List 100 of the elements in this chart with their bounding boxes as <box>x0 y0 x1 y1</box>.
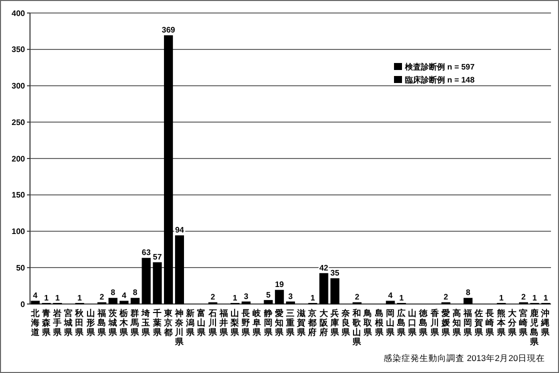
x-tick-label: 香川県 <box>429 308 440 337</box>
x-tick-label: 奈良県 <box>340 308 352 337</box>
data-label: 1 <box>77 293 82 302</box>
y-tick-label: 350 <box>12 45 26 54</box>
data-label: 8 <box>110 288 116 298</box>
x-tick-label: 鹿児島県 <box>529 308 540 346</box>
x-tick-label: 岐阜県 <box>252 308 263 337</box>
x-tick-label: 大阪府 <box>318 308 330 337</box>
data-label: 369 <box>162 26 176 35</box>
bar <box>142 258 151 304</box>
x-tick-label: 鳥取県 <box>362 308 374 337</box>
data-label: 1 <box>544 293 548 302</box>
x-tick-label: 秋田県 <box>74 308 86 337</box>
x-tick-label: 石川県 <box>207 308 218 337</box>
y-tick-label: 150 <box>12 190 26 200</box>
x-tick-label: 島根県 <box>374 308 385 337</box>
bar <box>464 298 473 304</box>
x-tick-label: 熊本県 <box>496 308 507 337</box>
data-label: 2 <box>444 292 449 302</box>
y-tick-label: 100 <box>12 227 26 236</box>
x-tick-label: 静岡県 <box>262 308 274 337</box>
x-tick-label: 神奈川県 <box>174 308 186 346</box>
bar <box>264 300 273 304</box>
bar <box>120 300 129 304</box>
data-label: 63 <box>142 248 152 258</box>
x-tick-label: 岩手県 <box>52 308 63 337</box>
data-label: 1 <box>44 293 50 302</box>
bar <box>175 235 184 304</box>
bar <box>286 302 295 304</box>
data-label: 2 <box>100 292 105 302</box>
x-tick-label: 長崎県 <box>484 308 496 337</box>
data-label: 3 <box>288 292 294 301</box>
data-label: 1 <box>232 293 238 302</box>
x-tick-label: 山梨県 <box>230 308 241 337</box>
annotation: 検査診断例 n = 597 <box>404 62 476 72</box>
data-label: 5 <box>266 290 272 300</box>
x-tick-label: 茨城県 <box>107 308 118 337</box>
bar <box>319 273 328 304</box>
bar <box>130 298 140 304</box>
data-label: 4 <box>388 291 394 300</box>
data-label: 1 <box>499 293 504 302</box>
x-tick-label: 埼玉県 <box>140 308 152 337</box>
annotation: 臨床診断例 n = 148 <box>405 74 476 84</box>
x-tick-label: 徳島県 <box>418 308 430 337</box>
bar <box>164 35 173 304</box>
bar <box>242 302 251 304</box>
x-tick-label: 長野県 <box>240 308 252 337</box>
y-tick-label: 250 <box>12 118 26 127</box>
data-label: 8 <box>132 288 138 298</box>
data-label: 1 <box>310 293 316 302</box>
data-label: 1 <box>399 293 404 302</box>
x-tick-label: 兵庫県 <box>329 308 340 337</box>
bar <box>330 278 340 304</box>
data-label: 3 <box>244 292 249 301</box>
data-label: 2 <box>210 292 216 302</box>
x-tick-label: 青森県 <box>40 308 52 337</box>
x-tick-label: 大分県 <box>506 308 518 337</box>
x-tick-label: 和歌山県 <box>352 308 363 346</box>
x-tick-label: 滋賀県 <box>296 308 308 337</box>
data-label: 8 <box>466 288 471 298</box>
x-tick-label: 広島県 <box>396 308 407 337</box>
data-label: 1 <box>55 293 60 302</box>
data-label: 1 <box>532 293 538 302</box>
x-tick-label: 沖縄県 <box>540 308 552 337</box>
x-tick-label: 群馬県 <box>130 308 141 337</box>
data-label: 19 <box>274 280 284 290</box>
x-tick-label: 福島県 <box>96 308 108 337</box>
y-tick-label: 300 <box>12 82 26 91</box>
y-tick-label: 400 <box>12 8 26 18</box>
y-tick-label: 200 <box>12 154 26 164</box>
x-tick-label: 岡山県 <box>384 308 396 337</box>
x-tick-label: 愛知県 <box>274 308 285 337</box>
x-tick-label: 愛媛県 <box>440 308 452 337</box>
x-tick-label: 高知県 <box>451 308 462 337</box>
data-label: 4 <box>122 291 127 300</box>
y-tick-label: 0 <box>20 300 26 309</box>
x-tick-label: 宮城県 <box>63 308 74 337</box>
x-tick-label: 新潟県 <box>185 308 196 337</box>
data-label: 57 <box>152 252 162 262</box>
data-label: 2 <box>521 292 526 302</box>
x-tick-label: 山形県 <box>85 308 96 337</box>
y-tick-label: 50 <box>16 263 26 272</box>
x-tick-label: 千葉県 <box>152 308 163 337</box>
x-tick-label: 山口県 <box>407 308 418 337</box>
x-tick-label: 佐賀県 <box>474 308 485 337</box>
text: 感染症発生動向調査 2013年2月20日現在 <box>384 353 545 363</box>
x-tick-label: 宮崎県 <box>518 308 530 337</box>
bar <box>30 300 40 304</box>
x-tick-label: 栃木県 <box>118 308 130 337</box>
bar <box>274 290 284 304</box>
data-label: 35 <box>330 268 340 278</box>
bar <box>108 298 118 304</box>
x-tick-label: 富山県 <box>196 308 208 337</box>
x-tick-label: 東京都 <box>162 308 174 337</box>
x-tick-label: 京都府 <box>307 308 318 337</box>
data-label: 4 <box>33 291 38 300</box>
bar <box>386 300 395 304</box>
x-tick-label: 三重県 <box>285 308 296 337</box>
x-tick-label: 福岡県 <box>462 308 474 337</box>
x-tick-label: 北海道 <box>30 308 41 337</box>
